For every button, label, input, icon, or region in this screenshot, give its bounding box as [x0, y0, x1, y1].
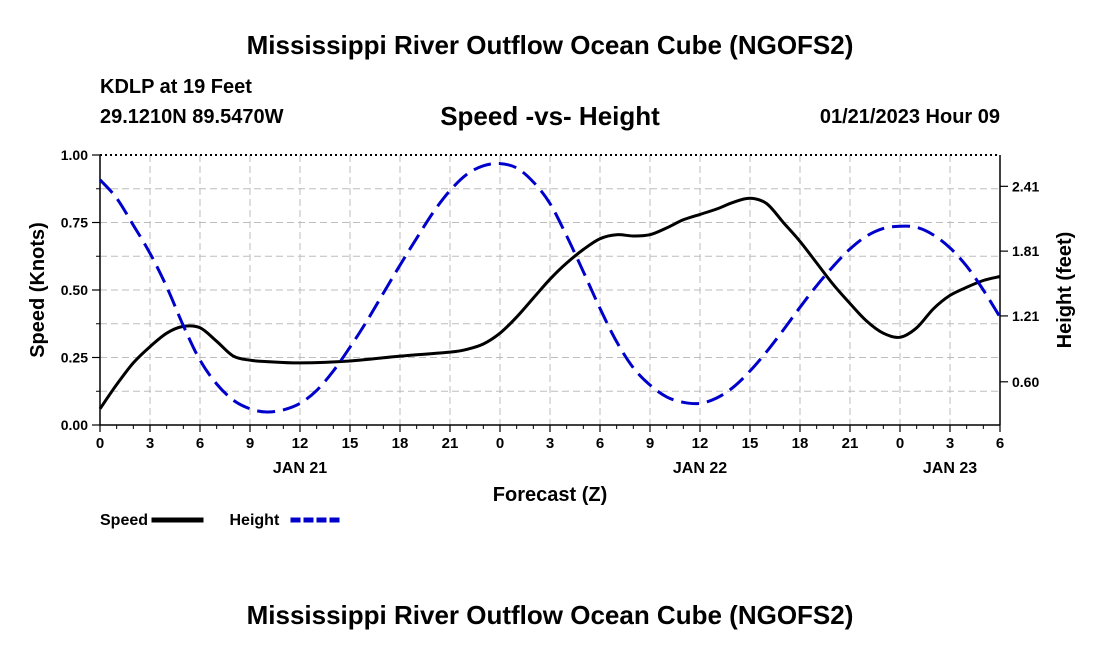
y2-axis-title: Height (feet): [1054, 232, 1076, 349]
x-axis: 0 3 6 9 12 15 18 21 0 3 6 9 12 15 18 21 0 3 6 JAN 21 JAN 22 J…: [96, 154, 1004, 506]
x-tick-label: 3: [946, 435, 954, 452]
x-tick-label: 6: [996, 435, 1004, 452]
x-tick-label: 6: [596, 435, 604, 452]
x-tick-label: 21: [842, 435, 859, 452]
station-coords: 29.1210N 89.5470W: [100, 106, 284, 128]
y-tick-label: 0.75: [61, 215, 88, 231]
date-label: JAN 21: [273, 460, 327, 477]
x-tick-label: 15: [342, 435, 359, 452]
series-height-line: [98, 162, 1002, 414]
station-label: KDLP at 19 Feet: [100, 76, 252, 98]
x-tick-label: 21: [442, 435, 459, 452]
y-tick-label: 0.25: [61, 350, 88, 366]
y-axis-right: 0.60 1.21 1.81 2.41 Height (feet): [999, 155, 1076, 425]
y2-tick-label: 1.81: [1012, 243, 1039, 259]
y-tick-label: 0.50: [61, 282, 88, 298]
y2-tick-label: 1.21: [1012, 308, 1039, 324]
x-tick-label: 18: [392, 435, 409, 452]
series-speed-line: [98, 196, 1001, 410]
x-tick-label: 12: [292, 435, 309, 452]
x-axis-title: Forecast (Z): [493, 484, 607, 506]
y2-tick-label: 2.41: [1012, 178, 1039, 194]
y-tick-label: 0.00: [61, 417, 88, 433]
series-lines: [98, 162, 1002, 414]
x-tick-label: 9: [646, 435, 654, 452]
x-tick-label: 9: [246, 435, 254, 452]
legend-label-height: Height: [230, 512, 280, 529]
date-label: JAN 23: [923, 460, 977, 477]
x-tick-label: 3: [546, 435, 554, 452]
y-axis-title: Speed (Knots): [27, 222, 49, 358]
chart-subtitle: Speed -vs- Height: [440, 101, 660, 131]
x-tick-label: 6: [196, 435, 204, 452]
x-tick-label: 0: [96, 435, 104, 452]
x-tick-label: 12: [692, 435, 709, 452]
date-label: JAN 22: [673, 460, 727, 477]
x-tick-label: 3: [146, 435, 154, 452]
forecast-datetime: 01/21/2023 Hour 09: [819, 106, 1000, 128]
legend-label-speed: Speed: [100, 512, 148, 529]
y-tick-label: 1.00: [61, 147, 88, 163]
grid-lines: [99, 155, 1001, 425]
x-tick-label: 0: [896, 435, 904, 452]
y2-tick-label: 0.60: [1012, 374, 1039, 390]
chart-title-bottom: Mississippi River Outflow Ocean Cube (NG…: [246, 600, 854, 630]
chart-title-top: Mississippi River Outflow Ocean Cube (NG…: [246, 30, 854, 60]
legend: Speed Height: [100, 512, 343, 529]
x-tick-label: 18: [792, 435, 809, 452]
y-axis-left: 0.00 0.25 0.50 0.75 1.00 Speed (Knots): [27, 147, 101, 433]
x-tick-label: 15: [742, 435, 759, 452]
x-tick-label: 0: [496, 435, 504, 452]
